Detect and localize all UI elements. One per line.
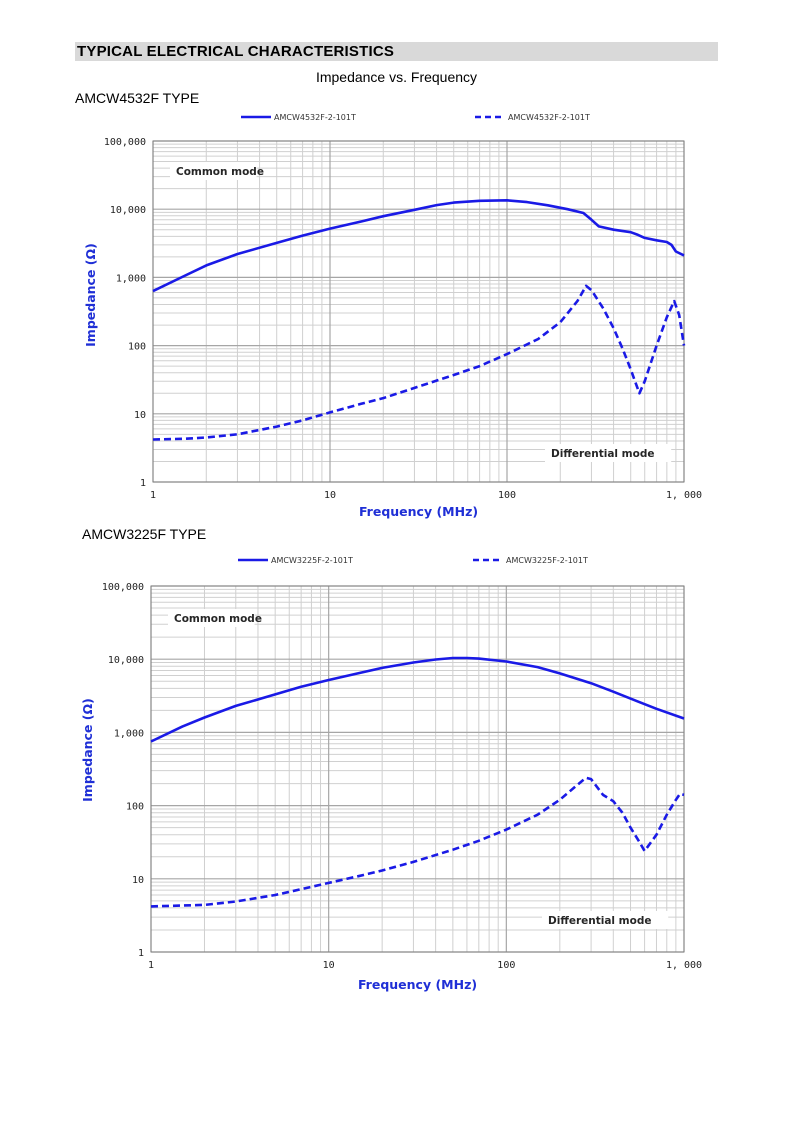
annotation-common-mode: Common mode (176, 166, 264, 178)
page-title: Impedance vs. Frequency (315, 69, 478, 85)
y-tick-label: 1,000 (114, 728, 144, 739)
annotation-differential-mode: Differential mode (551, 448, 654, 460)
chart-1-type-label: AMCW4532F TYPE (75, 90, 200, 106)
chart-2: Common mode Differential mode AMCW3225F-2-… (80, 556, 702, 992)
annotation-common-mode-bg (168, 609, 255, 627)
y-tick-label: 10,000 (108, 655, 144, 666)
plot-frame (150, 585, 685, 953)
x-axis-title: Frequency (MHz) (358, 977, 477, 992)
x-tick-label: 1 (148, 960, 154, 971)
y-tick-label: 1 (138, 948, 144, 959)
section-header-text: TYPICAL ELECTRICAL CHARACTERISTICS (77, 43, 395, 60)
annotation-common-mode: Common mode (174, 613, 262, 625)
legend-label: AMCW3225F-2-101T (271, 556, 353, 565)
x-tick-label: 1, 000 (666, 490, 702, 501)
legend-label: AMCW4532F-2-101T (508, 113, 590, 122)
x-axis-title: Frequency (MHz) (359, 504, 478, 519)
x-tick-label: 1 (150, 490, 156, 501)
series-line-differential (152, 284, 686, 441)
annotation-differential-mode-bg (545, 444, 672, 462)
y-tick-label: 10 (134, 410, 146, 421)
y-tick-label: 100 (126, 802, 144, 813)
x-tick-label: 100 (497, 960, 515, 971)
legend-label: AMCW3225F-2-101T (506, 556, 588, 565)
annotation-differential-mode-bg (542, 911, 669, 929)
series-line-common (150, 656, 685, 743)
legend-label: AMCW4532F-2-101T (274, 113, 356, 122)
y-tick-label: 100 (128, 342, 146, 353)
y-tick-label: 100,000 (102, 582, 144, 593)
y-tick-label: 100,000 (104, 137, 146, 148)
y-axis-title: Impedance (Ω) (83, 243, 98, 347)
x-tick-label: 10 (324, 490, 336, 501)
y-tick-label: 1,000 (116, 273, 146, 284)
series-line-common (152, 199, 685, 293)
x-tick-label: 100 (498, 490, 516, 501)
chart-2-type-label: AMCW3225F TYPE (82, 526, 207, 542)
y-tick-label: 10,000 (110, 205, 146, 216)
series-line-differential (150, 776, 685, 908)
grid (152, 140, 685, 483)
x-tick-label: 10 (323, 960, 335, 971)
y-axis-title: Impedance (Ω) (80, 698, 95, 802)
grid (150, 585, 685, 953)
y-tick-label: 10 (132, 875, 144, 886)
plot-frame (152, 140, 685, 483)
chart-1: Common mode Differential mode AMCW4532F-2-… (83, 113, 702, 519)
y-tick-label: 1 (140, 478, 146, 489)
x-tick-label: 1, 000 (666, 960, 702, 971)
section-header: TYPICAL ELECTRICAL CHARACTERISTICS (75, 42, 718, 61)
annotation-differential-mode: Differential mode (548, 915, 651, 927)
annotation-common-mode-bg (170, 162, 257, 180)
